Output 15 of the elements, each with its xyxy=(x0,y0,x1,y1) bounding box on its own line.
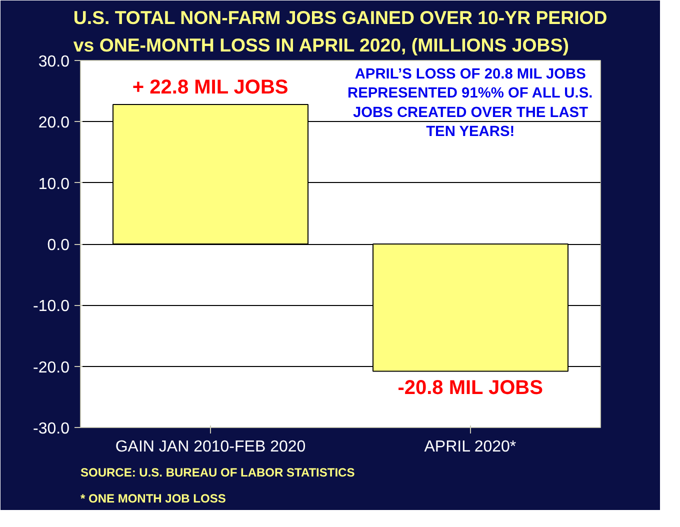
data-label: -20.8 MIL JOBS xyxy=(398,377,543,400)
text: * ONE MONTH JOB LOSS xyxy=(80,492,226,506)
y-tick-label: -10.0 xyxy=(33,298,70,316)
y-tick-label: 20.0 xyxy=(38,114,70,132)
y-tick-label: 0.0 xyxy=(47,237,70,254)
y-tick-label: 10.0 xyxy=(38,176,70,193)
x-tick-label: APRIL 2020* xyxy=(424,438,516,456)
y-tick-label: -30.0 xyxy=(33,420,70,438)
y-tick-label: 30.0 xyxy=(38,54,70,70)
y-tick-label: -20.0 xyxy=(33,359,70,376)
annotation: APRIL’S LOSS OF 20.8 MIL JOBS REPRESENTED 91%% OF ALL U.S. JOBS CREATED OVER THE LAST TEN YEARS! xyxy=(348,66,593,140)
source-note: SOURCE: U.S. BUREAU OF LABOR STATISTICS xyxy=(80,466,355,480)
x-tick-label: GAIN JAN 2010-FEB 2020 xyxy=(115,438,306,456)
data-label: + 22.8 MIL JOBS xyxy=(132,76,288,99)
chart-title: U.S. TOTAL NON-FARM JOBS GAINED OVER 10-YR PERIOD vs ONE-MONTH LOSS IN APRIL 2020, (MILLIONS JOBS) xyxy=(73,7,608,56)
